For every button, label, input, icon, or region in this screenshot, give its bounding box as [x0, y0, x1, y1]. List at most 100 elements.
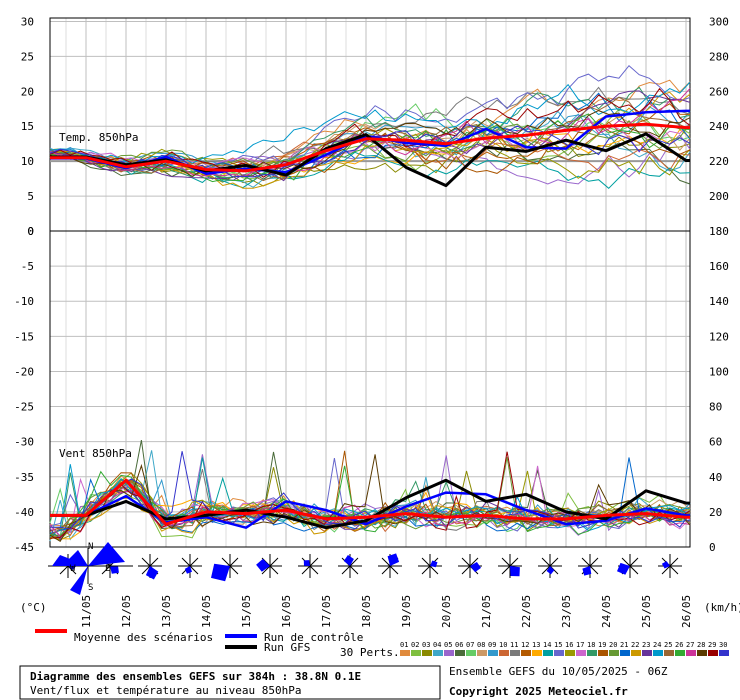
- wind-tick-left: -25: [14, 401, 34, 414]
- wind-tick-left: -40: [14, 506, 34, 519]
- pert-swatch: [521, 650, 531, 656]
- pert-number: 21: [620, 641, 628, 649]
- rose-south-label: S: [88, 583, 93, 593]
- temp-mean-line: [50, 122, 690, 173]
- pert-number: 12: [521, 641, 529, 649]
- temp-tick-right: 220: [709, 155, 729, 168]
- chart-grid: [49, 17, 691, 548]
- wind-frame: [49, 230, 691, 548]
- wind-tick-left: -10: [14, 295, 34, 308]
- pert-number: 11: [510, 641, 518, 649]
- pert-swatch: [697, 650, 707, 656]
- rose-sector: [617, 562, 630, 575]
- temp-panel-label: Temp. 850hPa: [59, 131, 138, 144]
- pert-swatch: [411, 650, 421, 656]
- wind-tick-right: 120: [709, 330, 729, 343]
- pert-swatch: [400, 650, 410, 656]
- pert-swatch: [664, 650, 674, 656]
- wind-tick-right: 160: [709, 260, 729, 273]
- temp-tick-left: 10: [21, 155, 34, 168]
- rose-north-label: N: [88, 542, 93, 552]
- pert-swatch: [576, 650, 586, 656]
- wind-mean-line: [50, 478, 690, 526]
- wind-tick-left: -20: [14, 365, 34, 378]
- temp-member-line: [49, 113, 691, 183]
- pert-swatch: [631, 650, 641, 656]
- wind-tick-right: 140: [709, 295, 729, 308]
- pert-number: 02: [411, 641, 419, 649]
- temp-member-line: [49, 110, 691, 177]
- pert-number: 27: [686, 641, 694, 649]
- pert-swatch: [686, 650, 696, 656]
- pert-number: 29: [708, 641, 716, 649]
- pert-number: 30: [719, 641, 727, 649]
- temp-tick-left: 15: [21, 120, 34, 133]
- footer-copyright: Copyright 2025 Meteociel.fr: [449, 685, 628, 698]
- x-date-label: 15/05: [240, 595, 253, 628]
- wind-rose: [418, 554, 442, 578]
- wind-rose: [178, 554, 202, 578]
- wind-tick-right: 180: [709, 225, 729, 238]
- x-date-label: 13/05: [160, 595, 173, 628]
- main-series: [50, 109, 690, 530]
- wind-tick-left: -35: [14, 471, 34, 484]
- temp-member-line: [49, 150, 691, 189]
- pert-swatch: [433, 650, 443, 656]
- temp-gfs-line: [50, 132, 690, 188]
- pert-swatch: [488, 650, 498, 656]
- pert-number: 26: [675, 641, 683, 649]
- pert-swatch: [719, 650, 729, 656]
- pert-number: 07: [466, 641, 474, 649]
- wind-tick-left: -30: [14, 436, 34, 449]
- pert-swatch: [455, 650, 465, 656]
- pert-number: 15: [554, 641, 562, 649]
- temp-tick-right: 300: [709, 15, 729, 28]
- pert-number: 13: [532, 641, 540, 649]
- wind-member-line: [49, 454, 691, 537]
- pert-number: 19: [598, 641, 606, 649]
- pert-number: 09: [488, 641, 496, 649]
- wind-rose: [458, 554, 482, 578]
- temp-tick-right: 260: [709, 85, 729, 98]
- pert-number: 14: [543, 641, 551, 649]
- rose-sector: [546, 566, 555, 575]
- x-date-label: 19/05: [400, 595, 413, 628]
- rose-sector: [256, 558, 270, 572]
- wind-tick-left: -45: [14, 541, 34, 554]
- wind-rose: [298, 554, 322, 578]
- pert-number: 22: [631, 641, 639, 649]
- temp-tick-right: 280: [709, 50, 729, 63]
- unit-left: (°C): [20, 601, 47, 614]
- pert-number: 10: [499, 641, 507, 649]
- rose-sector: [661, 561, 670, 569]
- temp-member-line: [49, 64, 691, 172]
- pert-swatch: [466, 650, 476, 656]
- rose-east-label: E: [105, 564, 110, 574]
- wind-rose: [211, 554, 242, 582]
- temp-member-line: [49, 120, 691, 169]
- pert-swatch: [532, 650, 542, 656]
- legend-perts-label: 30 Perts.: [340, 646, 400, 659]
- x-date-label: 17/05: [320, 595, 333, 628]
- wind-tick-left-zero: 0: [27, 225, 34, 238]
- rose-sector: [145, 566, 159, 580]
- pert-number: 24: [653, 641, 661, 649]
- wind-tick-left: -15: [14, 330, 34, 343]
- wind-rose: [338, 554, 362, 578]
- wind-tick-right: 20: [709, 506, 722, 519]
- pert-swatch: [543, 650, 553, 656]
- wind-tick-right: 100: [709, 365, 729, 378]
- wind-rose: [498, 554, 522, 578]
- legend: Moyenne des scénarios Run de contrôle Ru…: [35, 629, 729, 659]
- pert-number: 01: [400, 641, 408, 649]
- pert-swatch: [609, 650, 619, 656]
- pert-number: 20: [609, 641, 617, 649]
- x-date-label: 25/05: [640, 595, 653, 628]
- legend-mean-label: Moyenne des scénarios: [74, 631, 213, 644]
- pert-number: 23: [642, 641, 650, 649]
- temp-tick-left: 5: [27, 190, 34, 203]
- x-date-label: 12/05: [120, 595, 133, 628]
- temp-tick-left: 25: [21, 50, 34, 63]
- pert-swatch: [422, 650, 432, 656]
